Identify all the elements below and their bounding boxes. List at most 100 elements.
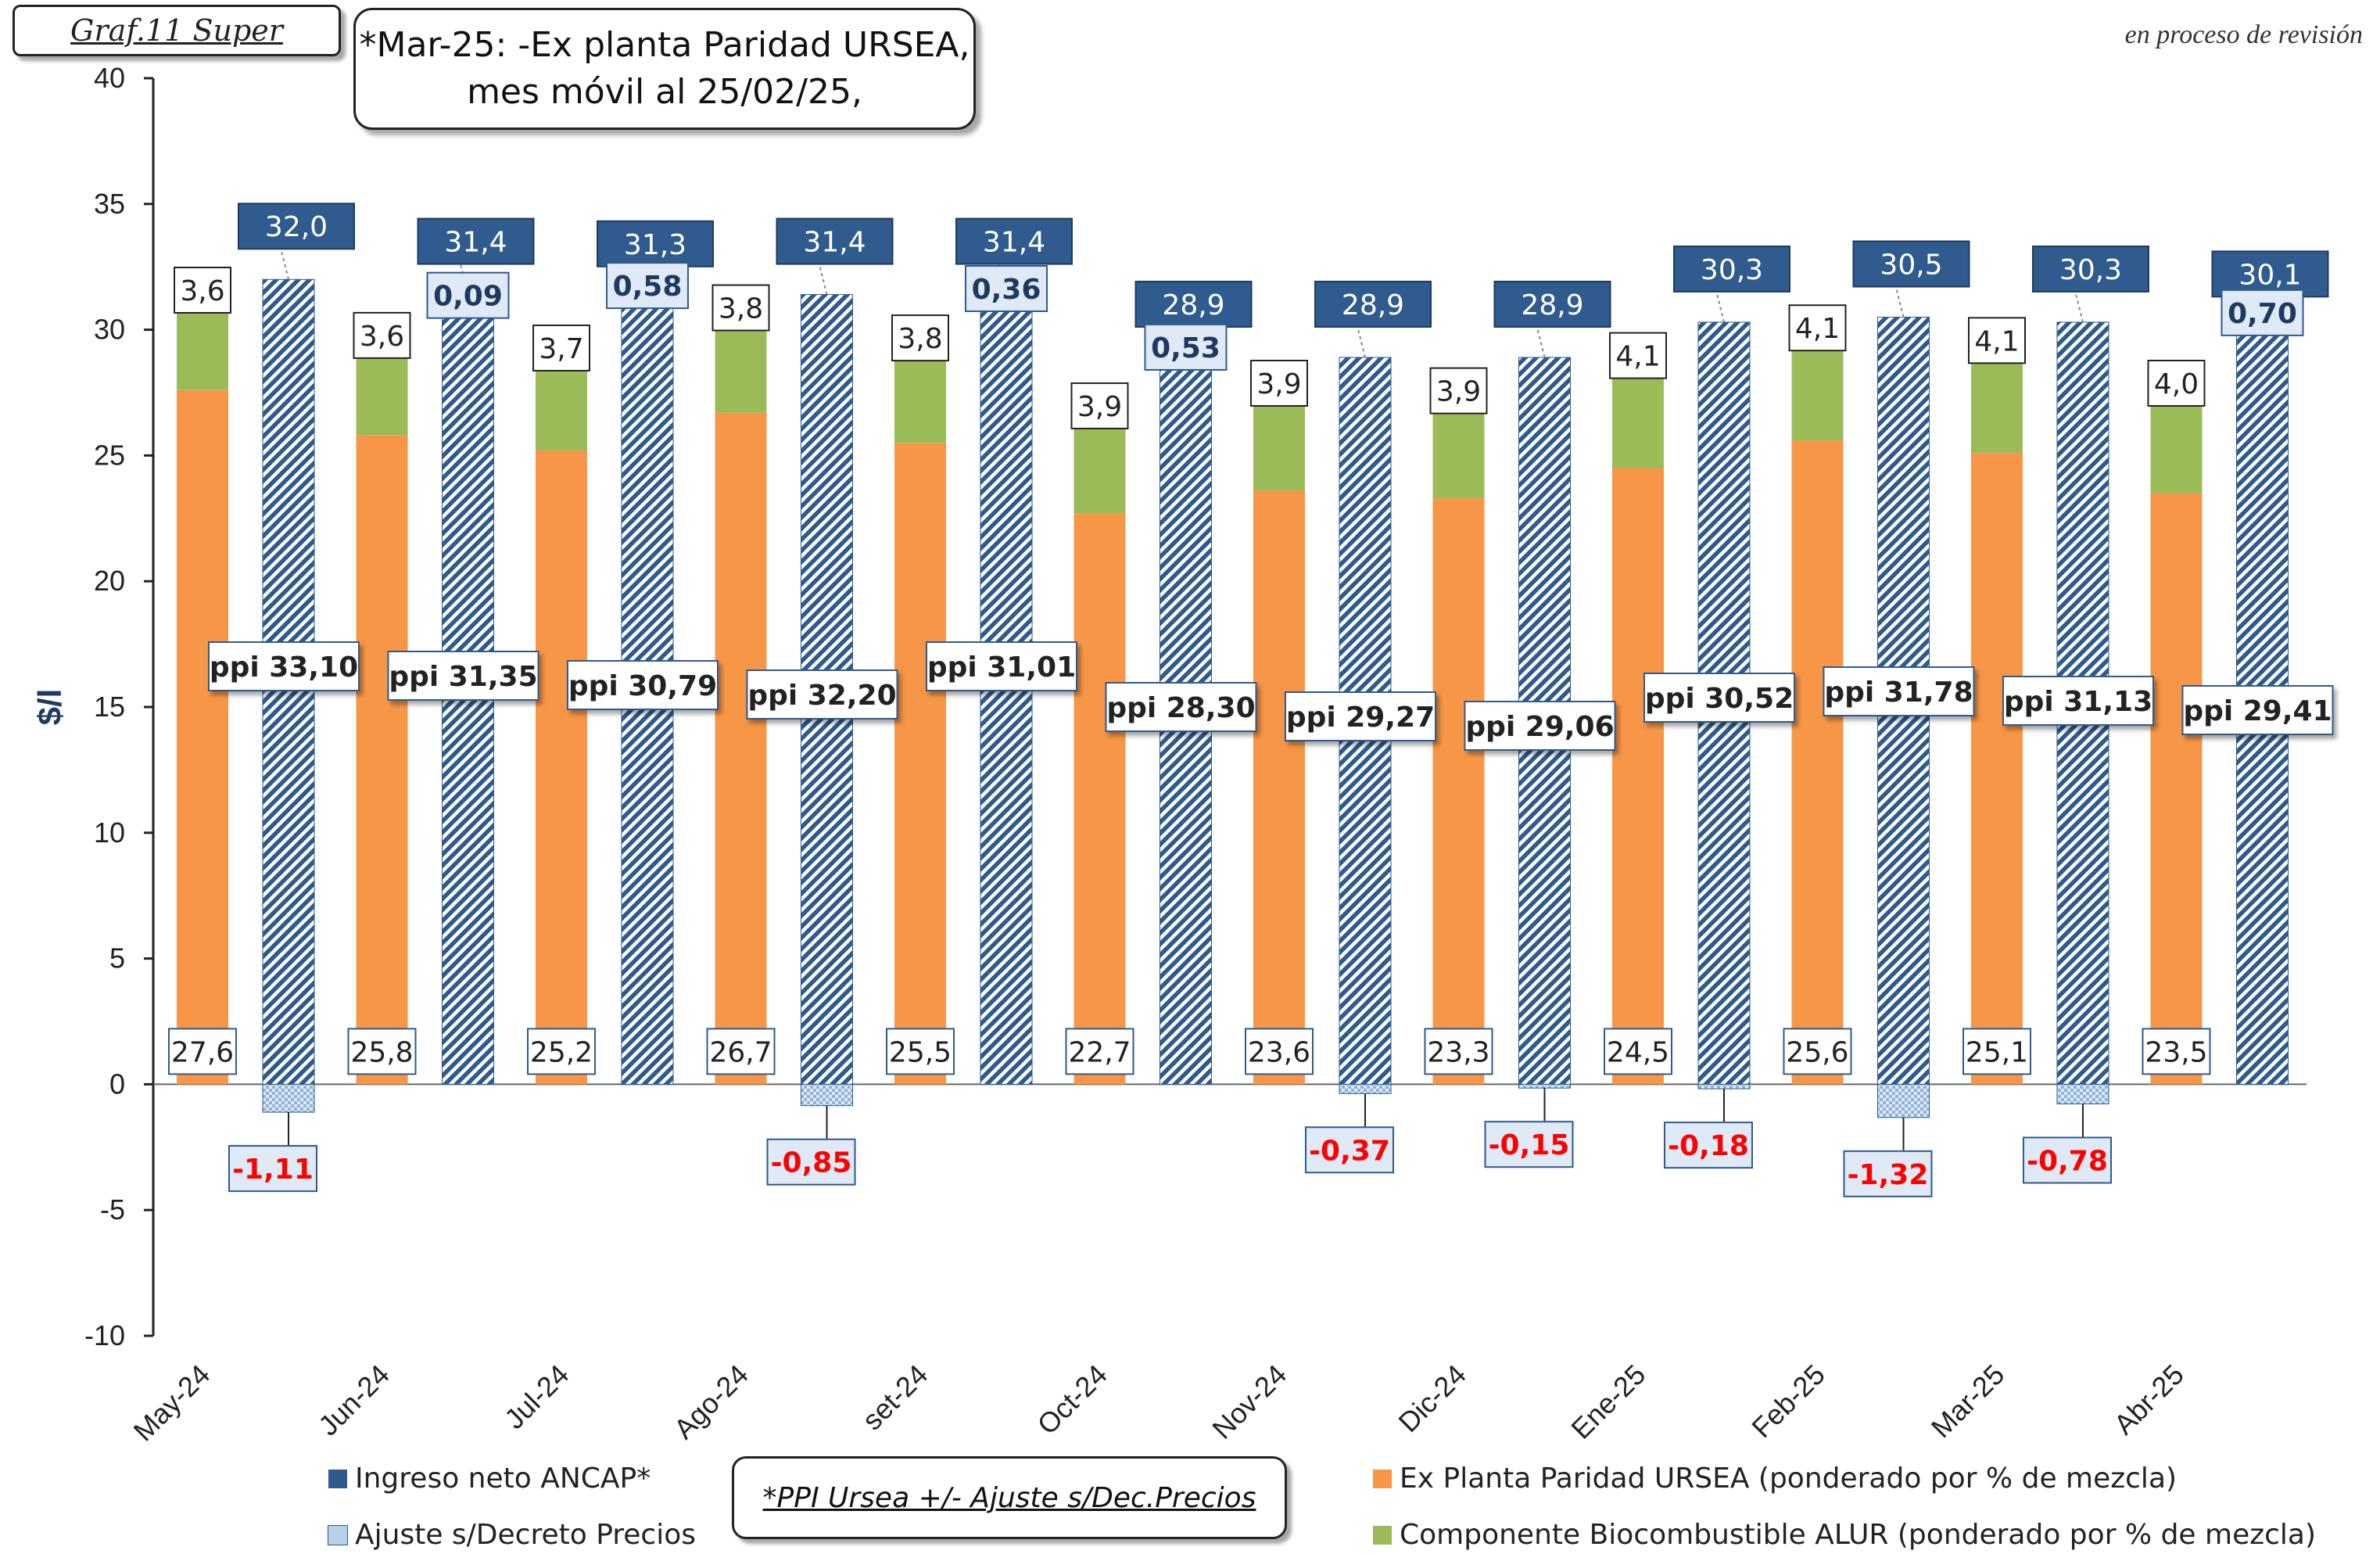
label-ex-planta-box bbox=[2142, 1028, 2211, 1075]
label-ppi: ppi 33,10 bbox=[208, 641, 360, 691]
bar-alur bbox=[2150, 393, 2203, 493]
label-alur-text: 4,0 bbox=[2154, 368, 2199, 400]
bar-alur bbox=[1971, 350, 2023, 454]
y-tick-label: 30 bbox=[94, 314, 125, 346]
label-ppi-text: ppi 31,78 bbox=[1824, 677, 1973, 709]
x-tick-label: Feb-25 bbox=[1745, 1358, 1831, 1445]
label-ppi-text: ppi 31,01 bbox=[927, 651, 1076, 684]
x-tick-label: Ene-25 bbox=[1565, 1358, 1651, 1445]
label-ajuste-box bbox=[2023, 1136, 2112, 1184]
label-alur-text: 3,8 bbox=[898, 323, 942, 355]
label-ppi-text: ppi 31,35 bbox=[389, 661, 537, 693]
label-alur: 4,1 bbox=[1788, 304, 1847, 352]
bar-alur bbox=[1432, 400, 1485, 499]
note-line-2: mes móvil al 25/02/25, bbox=[467, 72, 862, 112]
label-ajuste: -1,11 bbox=[228, 1145, 317, 1193]
label-ajuste-text: -1,11 bbox=[232, 1154, 314, 1186]
y-tick-label: 5 bbox=[109, 942, 125, 974]
legend-label-ajuste: Ajuste s/Decreto Precios bbox=[355, 1519, 697, 1551]
label-ex-planta: 23,3 bbox=[1424, 1028, 1493, 1075]
label-alur: 3,9 bbox=[1429, 367, 1488, 415]
bar-ex-planta bbox=[1791, 440, 1844, 1085]
bar-ex-planta bbox=[536, 450, 587, 1085]
label-ajuste: 0,58 bbox=[606, 262, 689, 310]
label-ppi: ppi 31,78 bbox=[1823, 666, 1975, 716]
label-ajuste: -0,78 bbox=[2023, 1136, 2112, 1184]
label-ppi: ppi 32,20 bbox=[746, 669, 898, 720]
label-alur: 3,8 bbox=[891, 314, 949, 362]
label-ajuste-box bbox=[1664, 1122, 1753, 1169]
label-ppi: ppi 30,79 bbox=[567, 660, 719, 710]
label-ingreso-box bbox=[1134, 280, 1253, 328]
label-ingreso-text: 28,9 bbox=[1521, 289, 1583, 321]
label-ingreso-box bbox=[2032, 245, 2149, 292]
label-ex-planta-text: 24,5 bbox=[1607, 1036, 1669, 1068]
label-alur-text: 4,1 bbox=[1615, 341, 1660, 373]
ppi-note-box: *PPI Ursea +/- Ajuste s/Dec.Precios bbox=[732, 1456, 1287, 1539]
label-alur-box bbox=[1609, 332, 1667, 379]
legend-label-alur: Componente Biocombustible ALUR (ponderad… bbox=[1400, 1519, 2317, 1551]
label-alur-box bbox=[174, 267, 231, 314]
label-ppi-box bbox=[1823, 666, 1975, 716]
label-alur-box bbox=[1070, 382, 1129, 429]
x-tick-label: Dic-24 bbox=[1392, 1358, 1472, 1439]
label-ppi: ppi 31,01 bbox=[926, 641, 1077, 691]
label-ajuste: -0,15 bbox=[1484, 1121, 1574, 1168]
label-ingreso: 30,3 bbox=[2032, 245, 2149, 292]
label-ingreso-text: 31,4 bbox=[803, 227, 866, 259]
label-ppi-text: ppi 31,13 bbox=[2004, 686, 2152, 718]
bar-alur bbox=[177, 300, 228, 390]
y-tick-label: 20 bbox=[94, 565, 125, 597]
label-ingreso-box bbox=[417, 217, 535, 265]
label-ppi-box bbox=[1464, 701, 1616, 751]
legend-label-ingreso: Ingreso neto ANCAP* bbox=[355, 1462, 651, 1495]
x-tick-label: Mar-25 bbox=[1925, 1358, 2011, 1445]
label-alur-box bbox=[532, 324, 590, 371]
label-ingreso: 28,9 bbox=[1134, 280, 1253, 328]
label-ppi: ppi 31,35 bbox=[387, 651, 539, 701]
x-tick-label: Jun-24 bbox=[312, 1358, 396, 1442]
bar-ajuste bbox=[801, 1083, 853, 1107]
bar-ex-planta bbox=[715, 412, 767, 1085]
bar-ajuste bbox=[1877, 1083, 1930, 1118]
label-ingreso-box bbox=[238, 203, 355, 250]
label-ex-planta-text: 27,6 bbox=[171, 1036, 234, 1068]
label-ex-planta: 25,2 bbox=[527, 1028, 596, 1075]
label-alur-text: 3,8 bbox=[719, 292, 763, 325]
label-alur-box bbox=[1788, 304, 1847, 352]
bar-ex-planta bbox=[894, 443, 946, 1085]
label-ex-planta-box bbox=[1783, 1028, 1852, 1075]
bar-ajuste bbox=[2056, 1083, 2109, 1104]
y-tick-label: 15 bbox=[94, 691, 125, 723]
label-alur: 4,1 bbox=[1609, 332, 1667, 379]
label-ex-planta-text: 23,5 bbox=[2145, 1036, 2207, 1068]
label-ingreso-text: 30,3 bbox=[1701, 254, 1763, 286]
label-ppi-box bbox=[1105, 682, 1257, 732]
label-ingreso-text: 30,1 bbox=[2238, 259, 2301, 291]
bar-alur bbox=[894, 347, 946, 443]
bar-ex-planta bbox=[1612, 468, 1664, 1085]
legend-item-alur: Componente Biocombustible ALUR (ponderad… bbox=[1373, 1519, 2316, 1551]
label-ingreso: 31,3 bbox=[597, 220, 714, 267]
label-ex-planta-text: 26,7 bbox=[709, 1036, 772, 1068]
label-ppi-text: ppi 30,52 bbox=[1645, 683, 1794, 715]
label-ex-planta-text: 25,1 bbox=[1966, 1036, 2028, 1068]
label-ex-planta: 23,5 bbox=[2142, 1028, 2211, 1075]
y-tick-label: 0 bbox=[109, 1068, 125, 1100]
label-ingreso-text: 31,3 bbox=[624, 229, 686, 261]
x-tick-label: Jul-24 bbox=[498, 1358, 575, 1435]
label-alur-text: 3,6 bbox=[360, 321, 404, 353]
bar-ex-planta bbox=[1971, 453, 2023, 1085]
legend-swatch-alur bbox=[1373, 1525, 1392, 1545]
label-ingreso-text: 30,3 bbox=[2059, 254, 2122, 286]
label-ingreso-box bbox=[1314, 280, 1432, 328]
label-ajuste: 0,70 bbox=[2220, 289, 2304, 336]
legend-label-ex-planta: Ex Planta Paridad URSEA (ponderado por %… bbox=[1400, 1462, 2177, 1495]
label-ex-planta: 25,6 bbox=[1783, 1028, 1852, 1075]
bar-alur bbox=[536, 357, 587, 450]
y-axis-label: $/l bbox=[31, 689, 68, 726]
label-alur: 4,1 bbox=[1968, 317, 2026, 364]
label-alur-text: 3,7 bbox=[539, 333, 583, 365]
bar-alur bbox=[1253, 393, 1305, 491]
label-ingreso-text: 28,9 bbox=[1162, 289, 1224, 321]
